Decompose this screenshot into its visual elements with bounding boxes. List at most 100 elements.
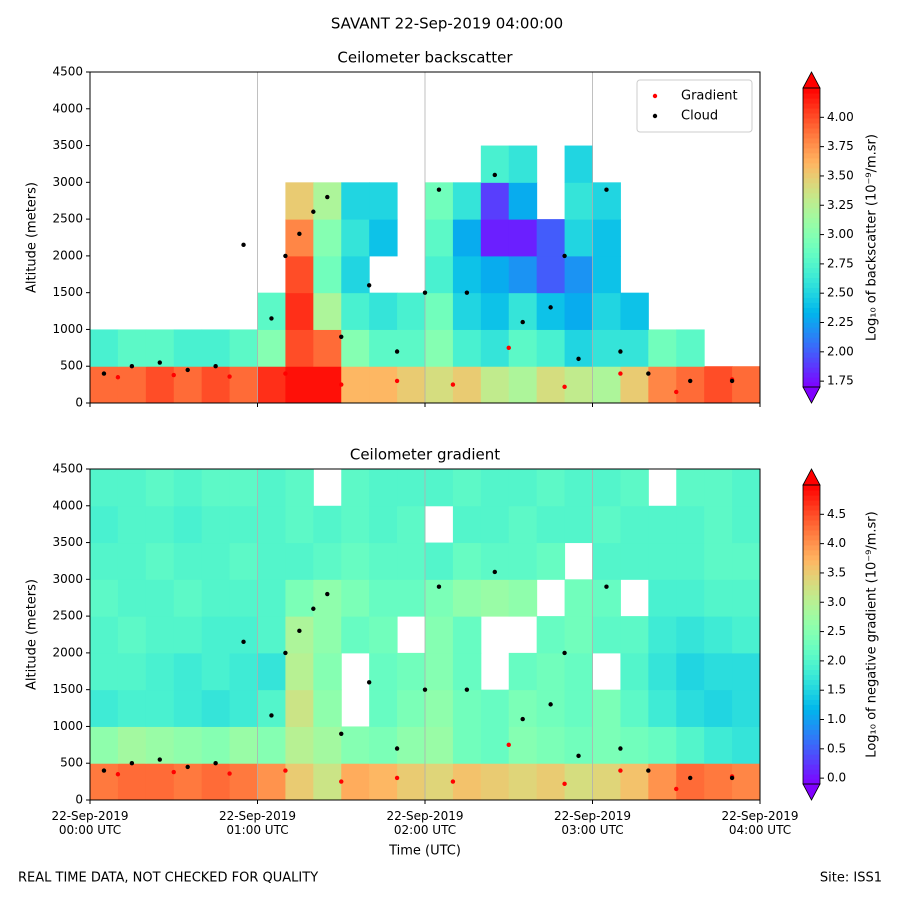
heatmap-cell — [173, 469, 203, 507]
heatmap-cell — [564, 616, 593, 654]
heatmap-cell — [536, 292, 566, 330]
point — [492, 569, 497, 575]
colorbar-step — [803, 92, 820, 99]
colorbar-tick-label: 3.75 — [827, 139, 854, 153]
heatmap-cell — [536, 366, 566, 403]
colorbar-step — [803, 564, 820, 571]
heatmap-cell — [452, 329, 482, 367]
colorbar-step — [803, 744, 820, 750]
heatmap-cell — [425, 652, 454, 691]
heatmap-cell — [620, 763, 649, 800]
colorbar-step — [803, 759, 820, 765]
colorbar-step — [803, 302, 820, 308]
heatmap-cell — [676, 726, 705, 764]
point — [729, 775, 735, 781]
colorbar-tick-label: 3.5 — [827, 565, 846, 579]
heatmap-cell — [452, 366, 482, 403]
heatmap-cell — [425, 763, 454, 800]
y-tick-label: 2000 — [52, 248, 83, 262]
colorbar-step — [803, 559, 820, 566]
point — [297, 231, 302, 237]
point — [450, 779, 456, 784]
colorbar-step — [803, 749, 820, 755]
legend-label: Cloud — [681, 109, 718, 124]
point — [436, 187, 442, 192]
colorbar-tick-label: 1.0 — [827, 712, 846, 726]
colorbar-tick-label: 2.00 — [827, 344, 854, 358]
heatmap-cell — [257, 689, 286, 727]
heatmap-cell — [676, 652, 705, 691]
point — [520, 319, 525, 325]
point — [548, 702, 553, 707]
heatmap-cell — [536, 329, 566, 367]
heatmap-cell — [620, 542, 649, 580]
heatmap-cell — [620, 652, 649, 691]
heatmap-cell — [257, 366, 286, 403]
point — [325, 194, 330, 200]
heatmap-cell — [452, 182, 482, 220]
heatmap-cell — [90, 689, 119, 727]
heatmap-cell — [229, 689, 258, 727]
heatmap-cell — [285, 366, 314, 403]
point — [283, 371, 288, 376]
colorbar-step — [803, 609, 820, 616]
heatmap-cell — [90, 505, 119, 544]
heatmap-cell — [452, 616, 482, 654]
heatmap-cell — [257, 579, 286, 617]
heatmap-cell — [313, 652, 342, 691]
point — [422, 290, 428, 295]
colorbar-tick-label: 3.00 — [827, 227, 854, 241]
heatmap-cell — [341, 579, 370, 617]
colorbar-step — [803, 102, 820, 109]
heatmap-cell — [564, 182, 593, 220]
heatmap-cell — [369, 292, 398, 330]
heatmap-cell — [732, 689, 760, 727]
heatmap-cell — [592, 505, 621, 544]
point — [394, 349, 400, 354]
heatmap-cell — [508, 469, 538, 507]
y-tick-label: 2500 — [52, 212, 83, 226]
heatmap-cell — [313, 255, 342, 294]
heatmap-cell — [173, 616, 203, 654]
colorbar-step — [803, 754, 820, 760]
colorbar-step — [803, 172, 820, 179]
heatmap-cell — [117, 652, 147, 691]
y-tick-label: 4000 — [52, 498, 83, 512]
colorbar-frame — [802, 484, 821, 785]
point — [646, 371, 651, 376]
colorbar-step — [803, 297, 820, 303]
colorbar-step — [803, 764, 820, 770]
heatmap-cell — [257, 763, 286, 800]
point — [436, 584, 442, 589]
heatmap-cell — [369, 579, 398, 617]
heatmap-cell — [285, 763, 314, 800]
colorbar-step — [803, 594, 820, 601]
heatmap-cell — [173, 579, 203, 617]
colorbar-step — [803, 97, 820, 104]
point — [171, 769, 176, 775]
heatmap-cell — [341, 763, 370, 800]
axes-frame — [89, 468, 761, 801]
heatmap-cell — [341, 329, 370, 367]
heatmap-cell — [592, 255, 621, 294]
heatmap-cell — [508, 366, 538, 403]
colorbar-step — [803, 649, 820, 656]
heatmap-cell — [620, 689, 649, 727]
colorbar-step — [803, 212, 820, 219]
heatmap-cell — [313, 579, 342, 617]
colorbar-step — [803, 724, 820, 730]
point — [688, 775, 693, 781]
colorbar-step — [803, 347, 820, 353]
y-tick-label: 1000 — [52, 719, 83, 733]
point — [227, 374, 232, 379]
y-tick-label: 4000 — [52, 101, 83, 115]
heatmap-cell — [564, 579, 593, 617]
heatmap-cell — [117, 366, 147, 403]
colorbar-step — [803, 779, 820, 785]
heatmap-cell — [704, 542, 733, 580]
point — [283, 253, 288, 259]
colorbar-tick-label: 2.0 — [827, 653, 846, 667]
colorbar-step — [803, 734, 820, 740]
heatmap-cell — [620, 366, 649, 403]
colorbar-step — [803, 709, 820, 715]
